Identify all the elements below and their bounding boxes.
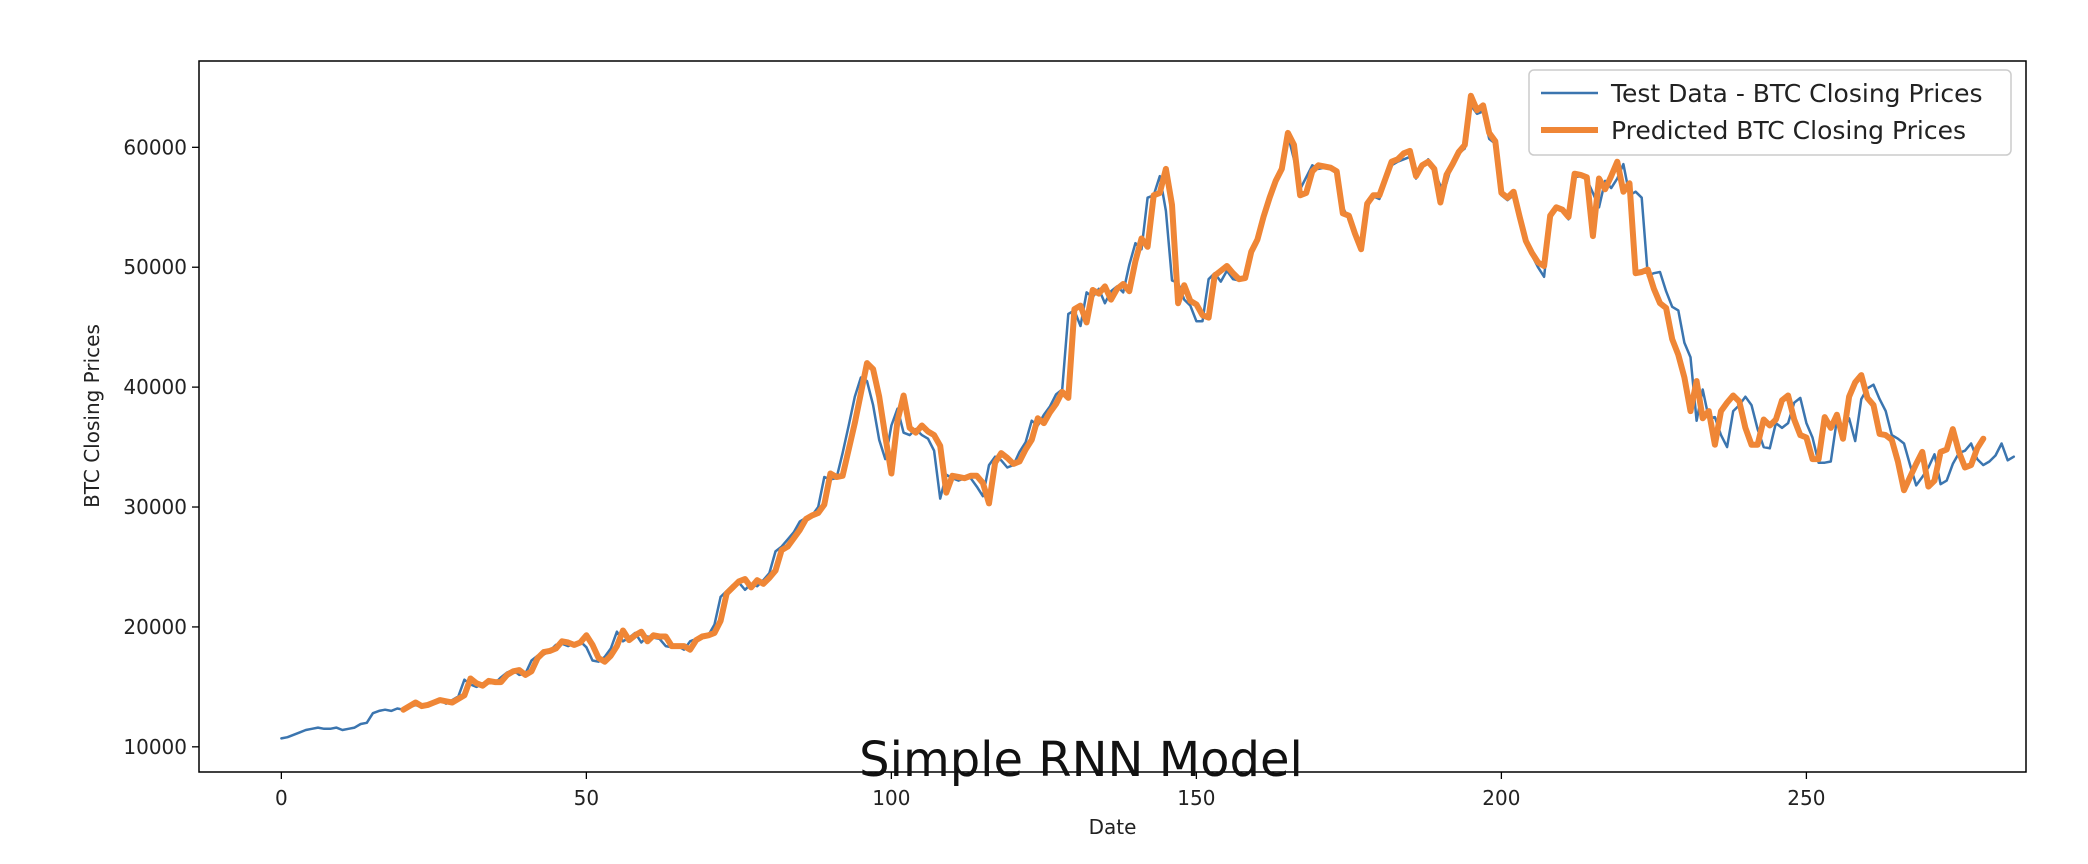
x-tick-label: 50: [574, 786, 599, 810]
x-tick-label: 250: [1787, 786, 1825, 810]
x-tick-label: 200: [1482, 786, 1520, 810]
legend-label-predicted: Predicted BTC Closing Prices: [1611, 116, 1966, 145]
plot-frame: [198, 60, 2027, 773]
plot-lines: [280, 92, 2016, 740]
x-tick-label: 150: [1177, 786, 1215, 810]
x-tick-label: 100: [872, 786, 910, 810]
chart-title: Simple RNN Model: [859, 732, 1303, 788]
x-tick-label: 0: [275, 786, 288, 810]
y-tick-label: 50000: [123, 255, 187, 279]
y-tick-label: 10000: [123, 735, 187, 759]
y-tick-label: 40000: [123, 375, 187, 399]
legend-label-test-data: Test Data - BTC Closing Prices: [1610, 79, 1982, 108]
legend: Test Data - BTC Closing Prices Predicted…: [1528, 69, 2012, 156]
y-tick-label: 20000: [123, 615, 187, 639]
y-tick-label: 30000: [123, 495, 187, 519]
y-tick-label: 60000: [123, 135, 187, 159]
x-axis-label: Date: [1089, 815, 1137, 839]
y-axis-label: BTC Closing Prices: [80, 324, 104, 508]
legend-box: [1528, 69, 2012, 156]
series-line-predicted: [400, 92, 1987, 713]
axis-ticks: 0 50 100 150 200 250 10000 20000 30000 40000 50000…: [123, 135, 1825, 810]
